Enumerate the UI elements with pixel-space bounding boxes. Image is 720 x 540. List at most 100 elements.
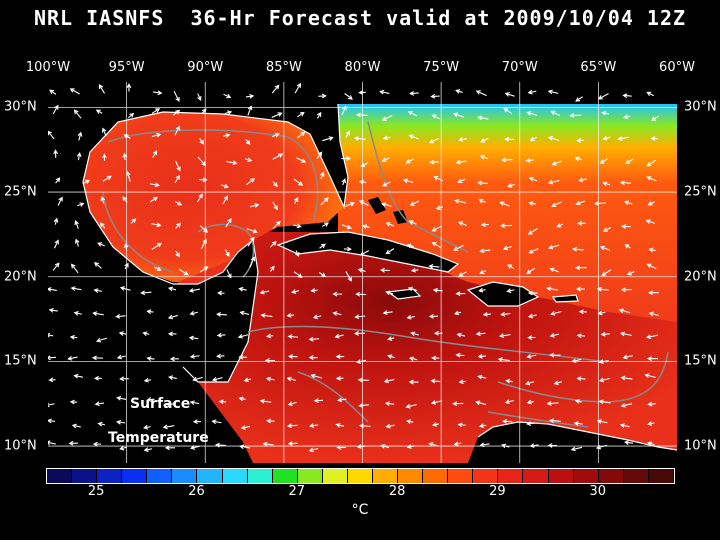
current-arrow (625, 158, 634, 165)
current-arrow (286, 312, 295, 318)
current-arrow (69, 399, 78, 405)
lat-label-left: 10°N (4, 438, 37, 454)
current-arrow (599, 245, 611, 251)
current-arrow (151, 132, 162, 138)
current-arrow (211, 419, 222, 425)
current-arrow (356, 359, 367, 364)
variable-label-temperature: Temperature (108, 430, 209, 446)
current-arrow (547, 89, 559, 95)
current-arrow (505, 378, 514, 384)
current-arrow (647, 421, 655, 426)
colorbar-swatch (473, 469, 499, 483)
current-arrow (504, 399, 514, 405)
current-arrow (645, 334, 658, 340)
colorbar-swatch (222, 469, 248, 483)
current-arrow (312, 314, 322, 320)
current-arrow (175, 250, 180, 258)
lon-label: 75°W (423, 60, 460, 75)
current-arrow (430, 400, 443, 405)
current-arrow (410, 267, 419, 273)
current-arrow (143, 377, 151, 383)
current-arrow (259, 289, 270, 295)
current-arrow (381, 157, 390, 162)
current-arrow (597, 310, 606, 316)
current-arrow (336, 445, 346, 450)
current-arrow (308, 423, 319, 429)
current-arrow (122, 152, 128, 160)
colorbar-swatch (523, 469, 549, 483)
current-arrow (264, 358, 275, 363)
colorbar-swatch (122, 469, 148, 483)
current-arrow (408, 356, 418, 362)
current-arrow (646, 176, 657, 182)
current-arrow (167, 314, 178, 320)
current-arrow (271, 112, 283, 118)
current-arrow (127, 112, 135, 119)
current-arrow (622, 354, 633, 360)
current-arrow (506, 288, 515, 293)
current-arrow (456, 332, 466, 338)
current-arrow (596, 286, 609, 292)
current-arrow (123, 134, 131, 139)
current-arrow (428, 442, 439, 447)
current-arrow (409, 90, 419, 96)
current-arrow (189, 445, 200, 450)
current-arrow (578, 177, 587, 183)
current-arrow (546, 286, 558, 292)
current-arrow (433, 175, 443, 182)
current-arrow (527, 228, 538, 235)
current-arrow (578, 309, 587, 315)
current-arrow (454, 198, 466, 204)
current-arrow (92, 311, 104, 316)
current-arrow (453, 244, 464, 251)
colorbar-swatch (398, 469, 424, 483)
current-arrow (402, 178, 414, 184)
current-arrow (293, 178, 304, 186)
current-arrow (550, 110, 561, 117)
current-arrow (55, 177, 61, 184)
current-arrow (249, 203, 260, 208)
current-arrow (151, 108, 161, 114)
current-arrow (123, 242, 129, 251)
current-arrow (335, 375, 344, 381)
current-arrow (175, 222, 182, 229)
current-arrow (455, 352, 465, 358)
current-arrow (569, 113, 582, 118)
current-arrow (262, 441, 274, 447)
current-arrow (602, 227, 611, 232)
current-arrow (119, 286, 131, 291)
current-arrow (651, 115, 660, 121)
current-arrow (385, 222, 395, 227)
current-arrow (174, 125, 181, 136)
current-arrow (455, 291, 466, 297)
current-arrow (385, 423, 395, 429)
current-arrow (341, 105, 347, 116)
current-arrow (406, 419, 414, 424)
current-arrow (293, 223, 302, 229)
current-arrow (547, 179, 560, 185)
current-arrow (220, 183, 230, 189)
current-arrow (239, 444, 250, 450)
current-arrow (479, 154, 488, 160)
current-arrow (69, 334, 78, 340)
lat-label-right: 15°N (684, 353, 717, 369)
current-arrow (313, 398, 324, 403)
current-arrow (151, 242, 163, 250)
current-arrow (457, 221, 467, 226)
current-arrow (287, 334, 299, 340)
current-arrow (271, 84, 280, 94)
current-arrow (383, 378, 395, 384)
current-arrow (478, 198, 486, 204)
current-arrow (525, 157, 534, 163)
current-arrow (316, 151, 323, 159)
current-arrow (316, 111, 322, 119)
current-arrow (360, 162, 369, 167)
current-arrow (266, 333, 274, 339)
current-arrow (646, 356, 659, 362)
current-arrow (574, 399, 582, 404)
current-arrow (479, 442, 490, 448)
current-arrow (287, 441, 298, 446)
current-arrow (48, 440, 56, 446)
current-arrow (192, 376, 203, 382)
current-arrow (575, 265, 587, 271)
